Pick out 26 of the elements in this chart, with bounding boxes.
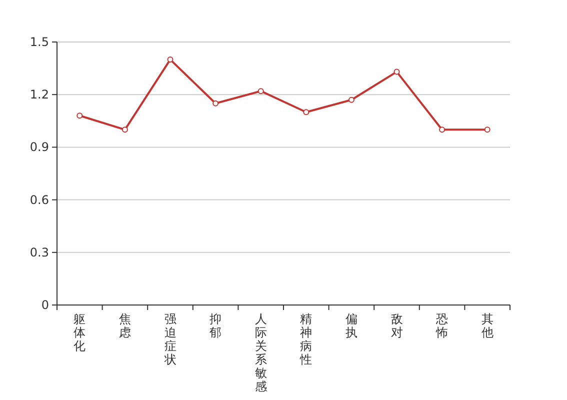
x-tick-label: 人际关系敏感 bbox=[254, 312, 267, 394]
x-tick-label: 精神病性 bbox=[299, 312, 312, 366]
y-tick-label: 0.3 bbox=[30, 245, 49, 260]
point bbox=[303, 109, 310, 116]
point bbox=[76, 112, 83, 119]
x-tick-label: 其他 bbox=[481, 312, 494, 340]
point bbox=[212, 100, 219, 106]
y-tick-label: 1.5 bbox=[30, 35, 49, 49]
point bbox=[439, 126, 446, 133]
x-tick-label: 抑郁 bbox=[210, 312, 222, 340]
y-tick-label: 0.9 bbox=[30, 140, 49, 154]
x-tick-label: 躯体化 bbox=[74, 312, 86, 353]
y-tick-label: 0 bbox=[41, 298, 49, 312]
x-tick-label: 偏执 bbox=[345, 312, 358, 340]
y-tick-label: 1.2 bbox=[30, 88, 49, 102]
point bbox=[348, 96, 354, 103]
point bbox=[122, 126, 128, 133]
point bbox=[484, 126, 490, 133]
x-tick-label: 恐怖 bbox=[435, 312, 448, 340]
x-tick-label: 敌对 bbox=[390, 312, 403, 340]
y-tick-label: 0.6 bbox=[30, 192, 49, 207]
point bbox=[167, 56, 174, 63]
point bbox=[258, 88, 264, 94]
x-tick-label: 焦虑 bbox=[118, 312, 131, 340]
point bbox=[394, 68, 400, 75]
x-tick-label: 强迫症状 bbox=[163, 312, 176, 366]
